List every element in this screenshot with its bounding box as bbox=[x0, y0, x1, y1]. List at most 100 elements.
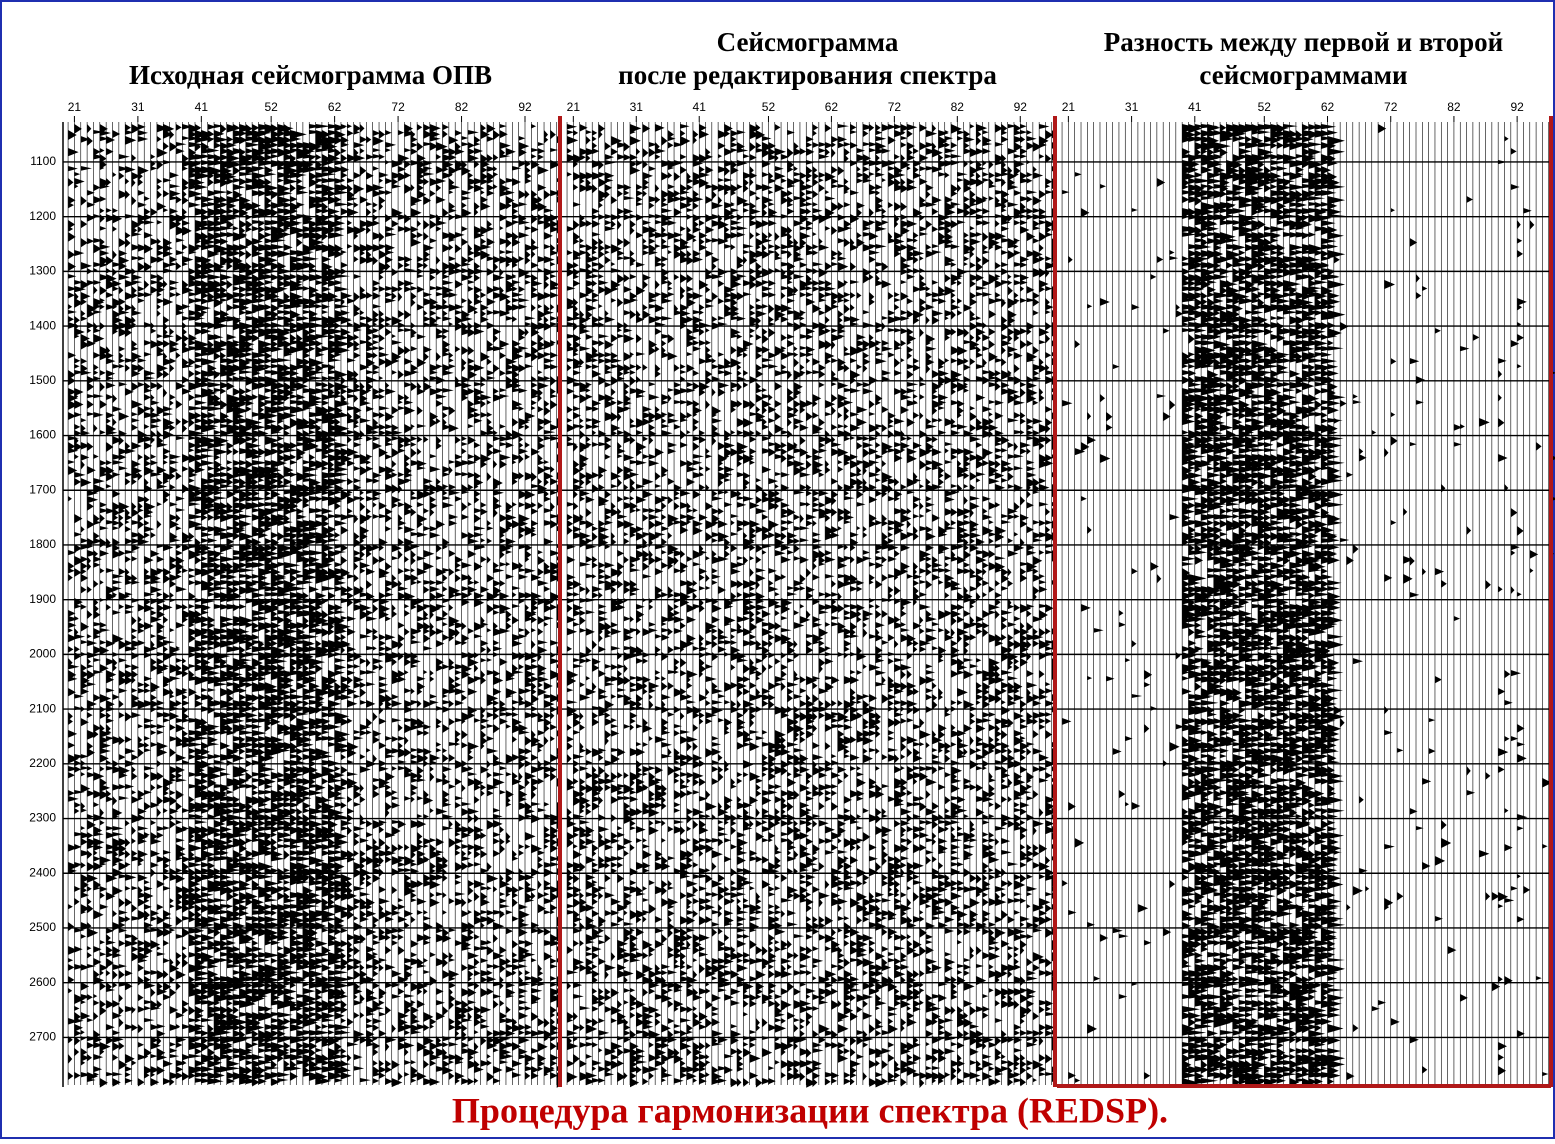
wiggle-trace bbox=[379, 130, 391, 1079]
trace-tick-label: 31 bbox=[131, 100, 145, 114]
wiggle-trace bbox=[749, 124, 761, 1080]
wiggle-trace bbox=[976, 124, 988, 1083]
wiggle-trace bbox=[518, 136, 531, 1060]
trace-tick-label: 82 bbox=[1447, 100, 1461, 114]
wiggle-trace bbox=[743, 154, 755, 1087]
wiggle-trace bbox=[550, 130, 562, 1080]
wiggle-trace bbox=[233, 124, 250, 1081]
wiggle-trace bbox=[499, 124, 511, 1065]
trace-tick-label: 62 bbox=[825, 100, 839, 114]
wiggle-trace bbox=[907, 124, 919, 1076]
wiggle-trace bbox=[692, 130, 705, 1083]
wiggle-trace bbox=[1365, 886, 1370, 892]
wiggle-trace bbox=[718, 130, 730, 1084]
wiggle-trace bbox=[99, 124, 112, 1088]
wiggle-trace bbox=[455, 130, 467, 1084]
wiggle-trace bbox=[1264, 124, 1283, 1087]
wiggle-trace bbox=[592, 130, 604, 1083]
panel-title: Разность между первой и второй bbox=[1104, 27, 1504, 57]
wiggle-trace bbox=[1504, 136, 1515, 986]
wiggle-trace bbox=[755, 124, 768, 1088]
wiggle-trace bbox=[474, 136, 486, 1084]
trace-tick-label: 31 bbox=[1125, 100, 1139, 114]
wiggle-trace bbox=[93, 130, 105, 1077]
trace-tick-label: 62 bbox=[328, 100, 342, 114]
wiggle-trace bbox=[963, 130, 975, 1079]
wiggle-trace bbox=[1447, 946, 1457, 955]
wiggle-trace bbox=[1340, 322, 1350, 728]
wiggle-trace bbox=[724, 124, 736, 1074]
wiggle-trace bbox=[1283, 124, 1302, 1077]
wiggle-trace bbox=[1137, 904, 1149, 913]
trace-tick-label: 41 bbox=[1188, 100, 1202, 114]
wiggle-trace bbox=[214, 124, 231, 1084]
wiggle-trace bbox=[617, 142, 629, 1082]
wiggle-trace bbox=[850, 124, 862, 1086]
wiggle-trace bbox=[711, 184, 724, 1085]
trace-tick-label: 72 bbox=[1384, 100, 1398, 114]
wiggle-trace bbox=[1277, 124, 1295, 1084]
wiggle-trace bbox=[995, 124, 1007, 1085]
wiggle-trace bbox=[467, 130, 480, 1086]
wiggle-trace bbox=[1156, 178, 1167, 584]
wiggle-trace bbox=[245, 124, 263, 1085]
wiggle-trace bbox=[957, 130, 969, 1085]
trace-tick-label: 72 bbox=[888, 100, 902, 114]
time-tick-label: 2300 bbox=[29, 811, 56, 825]
wiggle-trace bbox=[768, 142, 780, 1085]
panel-title: Сейсмограмма bbox=[717, 27, 899, 57]
wiggle-trace bbox=[258, 124, 276, 1085]
trace-tick-label: 52 bbox=[762, 100, 776, 114]
wiggle-trace bbox=[106, 136, 118, 1077]
wiggle-trace bbox=[667, 130, 679, 1060]
panel-title: Исходная сейсмограмма ОПВ bbox=[129, 60, 492, 90]
wiggle-trace bbox=[366, 136, 378, 1047]
time-tick-label: 1500 bbox=[29, 373, 56, 387]
trace-tick-label: 72 bbox=[391, 100, 405, 114]
wiggle-trace bbox=[372, 130, 384, 1084]
wiggle-trace bbox=[1270, 124, 1289, 1084]
wiggle-trace bbox=[1001, 124, 1013, 1072]
seismogram-panel bbox=[562, 122, 1063, 1088]
wiggle-trace bbox=[188, 124, 206, 1080]
wiggle-trace bbox=[787, 130, 799, 1081]
wiggle-trace bbox=[680, 124, 692, 1079]
wiggle-trace bbox=[1051, 130, 1063, 1083]
wiggle-trace bbox=[461, 136, 473, 1085]
wiggle-trace bbox=[163, 124, 175, 1085]
wiggle-trace bbox=[328, 124, 345, 1081]
wiggle-trace bbox=[793, 142, 805, 1080]
wiggle-trace bbox=[737, 130, 749, 1087]
wiggle-trace bbox=[781, 154, 793, 1079]
trace-tick-label: 41 bbox=[195, 100, 209, 114]
wiggle-trace bbox=[207, 124, 225, 1085]
wiggle-trace bbox=[1207, 124, 1226, 1078]
wiggle-trace bbox=[894, 124, 906, 1079]
wiggle-trace bbox=[1213, 130, 1232, 1079]
time-tick-label: 1800 bbox=[29, 537, 56, 551]
wiggle-trace bbox=[806, 136, 818, 1088]
wiggle-trace bbox=[283, 124, 301, 1072]
time-tick-label: 2500 bbox=[29, 920, 56, 934]
wiggle-trace bbox=[436, 142, 448, 1072]
wiggle-trace bbox=[252, 124, 269, 1087]
time-tick-label: 2700 bbox=[29, 1030, 56, 1044]
wiggle-trace bbox=[988, 160, 1000, 1087]
wiggle-trace bbox=[913, 148, 925, 1078]
wiggle-trace bbox=[1428, 718, 1436, 755]
seismogram-panel bbox=[63, 122, 568, 1088]
wiggle-trace bbox=[925, 130, 938, 1080]
wiggle-trace bbox=[1188, 124, 1207, 1074]
seismogram-panel bbox=[1057, 122, 1555, 1088]
time-tick-label: 2000 bbox=[29, 647, 56, 661]
wiggle-trace bbox=[68, 130, 80, 1080]
wiggle-trace bbox=[1226, 124, 1245, 1080]
wiggle-trace bbox=[661, 136, 673, 1083]
time-tick-label: 2200 bbox=[29, 756, 56, 770]
wiggle-trace bbox=[982, 130, 994, 1081]
wiggle-trace bbox=[1045, 130, 1057, 1076]
trace-tick-label: 21 bbox=[1062, 100, 1076, 114]
wiggle-trace bbox=[1302, 124, 1321, 1088]
time-tick-label: 1900 bbox=[29, 592, 56, 606]
wiggle-trace bbox=[1384, 280, 1395, 911]
